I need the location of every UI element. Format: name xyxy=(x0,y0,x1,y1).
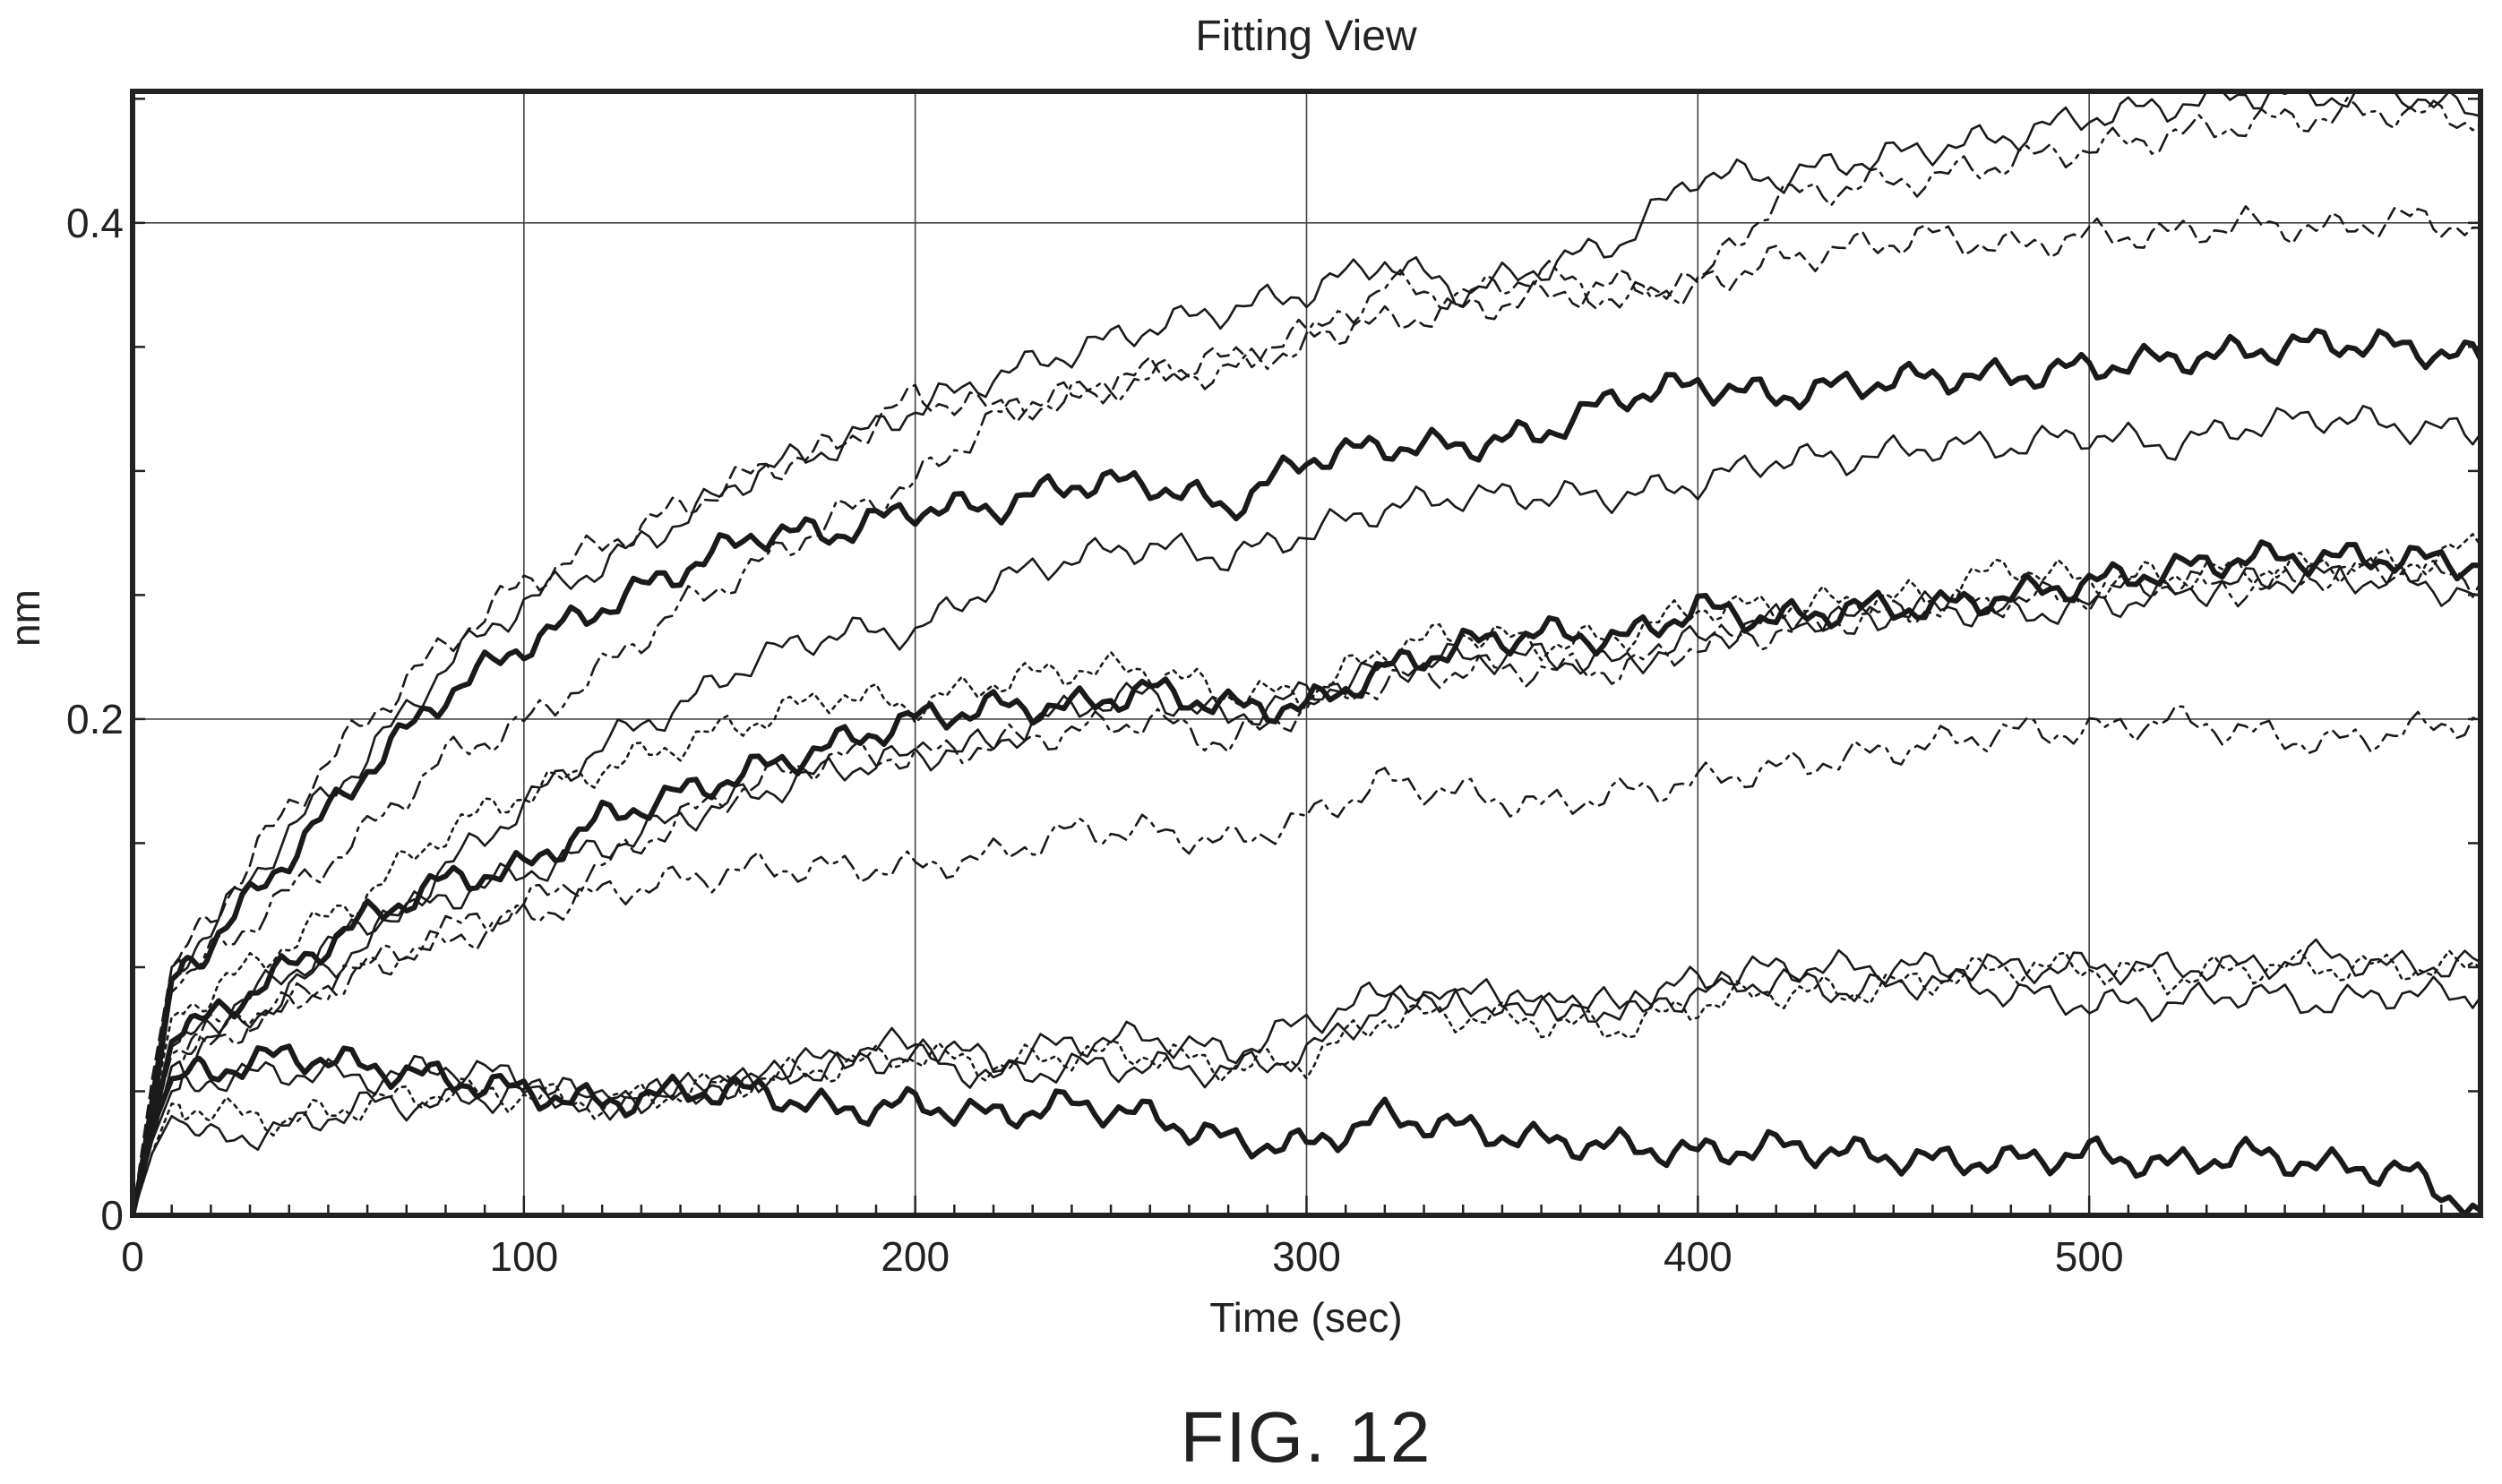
y-tick-label: 0.4 xyxy=(66,200,124,246)
series-line-9 xyxy=(131,557,2482,1217)
series-line-14 xyxy=(130,1043,2483,1218)
x-tick-label: 500 xyxy=(2055,1233,2124,1280)
x-tick-label: 400 xyxy=(1664,1233,1732,1280)
series-line-4 xyxy=(130,328,2483,1218)
x-axis-label: Time (sec) xyxy=(1209,1294,1403,1341)
x-tick-label: 0 xyxy=(121,1233,144,1280)
y-axis-label: nm xyxy=(2,589,48,647)
x-tick-label: 300 xyxy=(1272,1233,1341,1280)
y-tick-label: 0 xyxy=(100,1192,124,1239)
x-tick-label: 200 xyxy=(881,1233,950,1280)
series-line-8 xyxy=(131,533,2482,1217)
series-line-13 xyxy=(131,967,2482,1217)
series-line-10 xyxy=(131,705,2482,1217)
series-line-3 xyxy=(131,205,2482,1217)
series-line-6 xyxy=(130,539,2483,1218)
chart-title: Fitting View xyxy=(1195,13,1417,60)
series-line-2 xyxy=(131,97,2482,1217)
series-line-11 xyxy=(131,938,2482,1217)
series-line-5 xyxy=(131,405,2482,1217)
axis-ticks: 0 100 200 300 400 500 0 0.2 0.4 xyxy=(66,98,2481,1280)
series-line-12 xyxy=(131,949,2482,1217)
series-line-7 xyxy=(131,564,2482,1217)
y-tick-label: 0.2 xyxy=(66,696,124,742)
series-group xyxy=(130,90,2483,1218)
series-line-1 xyxy=(131,90,2482,1217)
figure-label: FIG. 12 xyxy=(1181,1397,1432,1477)
x-tick-label: 100 xyxy=(489,1233,558,1280)
